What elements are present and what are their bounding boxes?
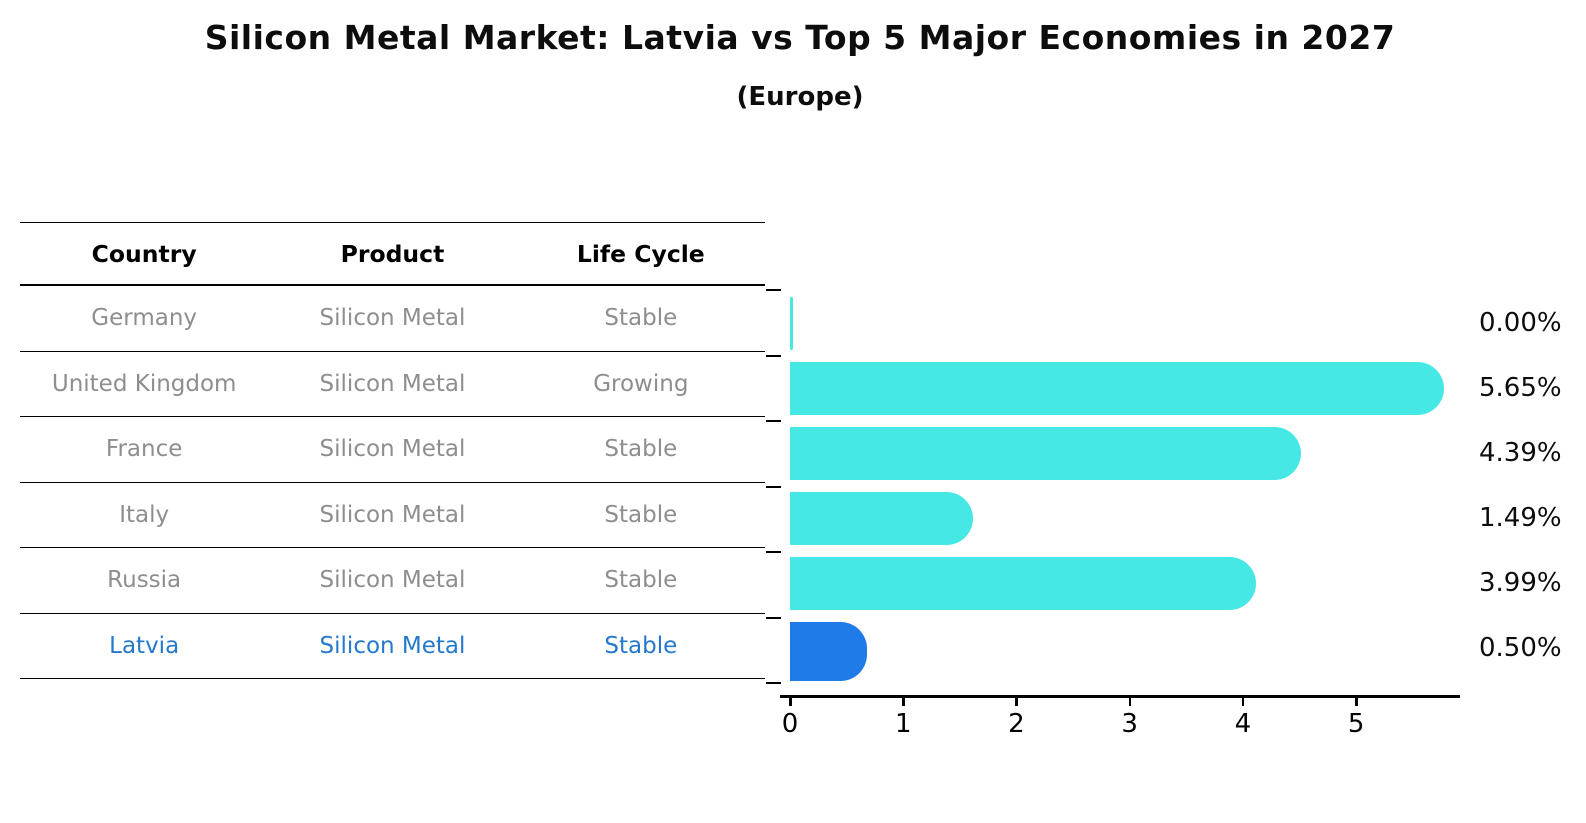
cell-country: Latvia	[109, 632, 180, 659]
cell-product: Silicon Metal	[319, 501, 466, 528]
value-label-france: 4.39%	[1479, 437, 1562, 468]
cell-product: Silicon Metal	[319, 567, 466, 594]
table-row: Italy Silicon Metal Stable	[20, 483, 765, 548]
table-row: United Kingdom Silicon Metal Growing	[20, 352, 765, 417]
cell-product: Silicon Metal	[319, 632, 466, 659]
cell-life-cycle: Stable	[604, 632, 678, 659]
column-header-life-cycle: Life Cycle	[576, 239, 705, 268]
cell-product: Silicon Metal	[319, 370, 466, 397]
cell-country: France	[105, 436, 183, 463]
bar-latvia	[790, 622, 867, 681]
cell-country: Russia	[107, 567, 182, 594]
plot-area: 0 1 2 3 4 5	[766, 289, 1458, 739]
bar-russia	[790, 557, 1256, 610]
chart-title: Silicon Metal Market: Latvia vs Top 5 Ma…	[204, 18, 1396, 57]
bar-united-kingdom	[790, 362, 1444, 415]
y-axis-tick	[766, 682, 781, 684]
value-label-germany: 0.00%	[1479, 307, 1562, 338]
column-header-country: Country	[91, 239, 197, 268]
x-axis-tick	[1241, 697, 1245, 706]
y-axis-tick	[766, 616, 781, 619]
x-axis-tick	[902, 697, 905, 706]
table-row: Russia Silicon Metal Stable	[20, 548, 765, 614]
cell-country: Germany	[91, 305, 198, 332]
x-axis-tick-label: 1	[894, 709, 912, 739]
x-axis-tick-label: 5	[1347, 709, 1365, 739]
x-axis-tick-label: 0	[781, 709, 799, 739]
value-label-united-kingdom: 5.65%	[1479, 372, 1562, 403]
chart-subtitle: (Europe)	[736, 82, 864, 112]
value-label-italy: 1.49%	[1479, 502, 1562, 533]
cell-life-cycle: Growing	[593, 370, 689, 397]
cell-country: Italy	[119, 501, 170, 528]
bar-france	[790, 427, 1302, 480]
column-header-product: Product	[340, 239, 445, 268]
cell-product: Silicon Metal	[319, 436, 466, 463]
cell-life-cycle: Stable	[604, 305, 678, 332]
x-axis-tick	[1015, 697, 1018, 706]
cell-life-cycle: Stable	[604, 436, 678, 463]
x-axis-tick	[789, 697, 792, 706]
bar-italy	[790, 492, 973, 545]
country-table: Country Product Life Cycle Germany Silic…	[20, 222, 765, 679]
value-label-latvia: 0.50%	[1479, 632, 1562, 663]
table-header-row: Country Product Life Cycle	[20, 222, 765, 286]
x-axis-line	[780, 695, 1460, 698]
y-axis-tick	[766, 354, 781, 357]
table-row-highlighted: Latvia Silicon Metal Stable	[20, 614, 765, 679]
cell-product: Silicon Metal	[319, 305, 466, 332]
x-axis-tick-label: 3	[1121, 709, 1138, 739]
cell-life-cycle: Stable	[604, 567, 678, 594]
y-axis-tick	[766, 551, 781, 553]
x-axis-tick	[1128, 697, 1132, 706]
table-row: Germany Silicon Metal Stable	[20, 286, 765, 352]
x-axis-tick-label: 4	[1234, 709, 1252, 739]
x-axis-tick	[1355, 697, 1358, 706]
x-axis-tick-label: 2	[1008, 709, 1025, 739]
value-label-russia: 3.99%	[1479, 567, 1562, 598]
y-axis-tick	[766, 420, 781, 422]
cell-life-cycle: Stable	[604, 501, 678, 528]
y-axis-tick	[766, 485, 781, 488]
y-axis-tick	[766, 289, 781, 291]
cell-country: United Kingdom	[51, 370, 237, 397]
bar-germany	[790, 297, 793, 350]
table-row: France Silicon Metal Stable	[20, 417, 765, 483]
